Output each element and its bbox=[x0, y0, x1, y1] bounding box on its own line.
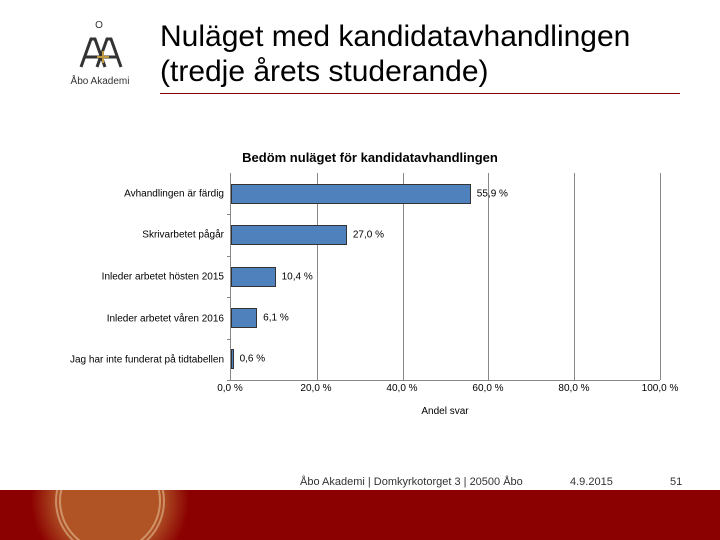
footer-page-number: 51 bbox=[670, 476, 682, 488]
chart-gridline bbox=[574, 173, 575, 380]
chart-bar bbox=[231, 267, 276, 287]
chart-bar bbox=[231, 225, 347, 245]
aa-logo-icon bbox=[77, 33, 123, 69]
chart-bar-value-label: 55,9 % bbox=[477, 188, 508, 199]
footer-band bbox=[0, 490, 720, 540]
logo-top-letter: O bbox=[60, 20, 140, 31]
chart-category-label: Jag har inte funderat på tidtabellen bbox=[60, 355, 224, 366]
chart-bar-value-label: 10,4 % bbox=[282, 271, 313, 282]
chart-bar-value-label: 6,1 % bbox=[263, 312, 289, 323]
page-title: Nuläget med kandidatavhandlingen (tredje… bbox=[160, 20, 690, 89]
chart-bar-value-label: 27,0 % bbox=[353, 230, 384, 241]
chart-bar-value-label: 0,6 % bbox=[240, 354, 266, 365]
chart-x-axis-title: Andel svar bbox=[230, 406, 660, 417]
chart-gridline bbox=[660, 173, 661, 380]
chart-gridline bbox=[403, 173, 404, 380]
chart-category-label: Inleder arbetet hösten 2015 bbox=[60, 272, 224, 283]
chart-title: Bedöm nuläget för kandidatavhandlingen bbox=[60, 150, 680, 165]
chart-bar bbox=[231, 184, 471, 204]
chart: Bedöm nuläget för kandidatavhandlingen 5… bbox=[60, 150, 680, 450]
chart-gridline bbox=[488, 173, 489, 380]
chart-x-tick-label: 100,0 % bbox=[642, 383, 679, 394]
chart-x-tick-label: 40,0 % bbox=[386, 383, 417, 394]
chart-y-labels: Avhandlingen är färdig Skrivarbetet pågår… bbox=[60, 173, 228, 381]
chart-x-tick-label: 60,0 % bbox=[472, 383, 503, 394]
logo: O Åbo Akademi bbox=[60, 20, 140, 87]
footer-address: Åbo Akademi | Domkyrkotorget 3 | 20500 Å… bbox=[300, 476, 523, 488]
chart-category-label: Skrivarbetet pågår bbox=[60, 230, 224, 241]
chart-x-ticks: 0,0 %20,0 %40,0 %60,0 %80,0 %100,0 % bbox=[230, 383, 660, 403]
title-underline bbox=[160, 93, 680, 94]
chart-plot-area: 55,9 % 27,0 % 10,4 % 6,1 % 0,6 % bbox=[230, 173, 660, 381]
chart-x-tick-label: 80,0 % bbox=[558, 383, 589, 394]
chart-bar bbox=[231, 349, 234, 369]
chart-gridline bbox=[317, 173, 318, 380]
footer-date: 4.9.2015 bbox=[570, 476, 613, 488]
chart-bar bbox=[231, 308, 257, 328]
chart-category-label: Inleder arbetet våren 2016 bbox=[60, 313, 224, 324]
chart-x-tick-label: 0,0 % bbox=[217, 383, 243, 394]
footer-seal-ring-icon bbox=[55, 490, 165, 540]
chart-category-label: Avhandlingen är färdig bbox=[60, 188, 224, 199]
logo-text: Åbo Akademi bbox=[60, 76, 140, 87]
chart-x-tick-label: 20,0 % bbox=[300, 383, 331, 394]
